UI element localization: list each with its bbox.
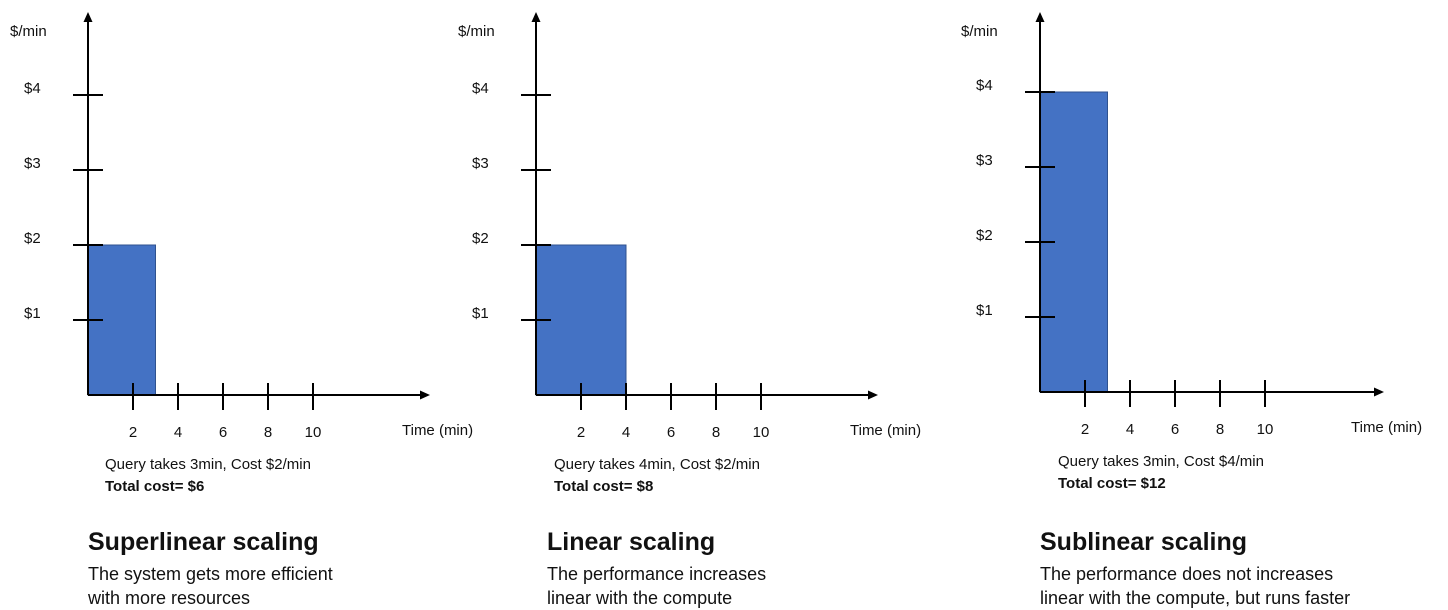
query-caption: Query takes 3min, Cost $4/min Total cost… (1058, 451, 1264, 495)
x-tick-label: 4 (622, 424, 630, 441)
x-tick-label: 8 (712, 424, 720, 441)
y-tick-label: $3 (24, 155, 41, 172)
query-caption: Query takes 3min, Cost $2/min Total cost… (105, 454, 311, 498)
y-axis-unit: $/min (10, 23, 47, 40)
y-tick-label: $4 (472, 80, 489, 97)
x-axis-arrowhead (420, 390, 430, 400)
y-tick-label: $2 (472, 230, 489, 247)
x-tick-label: 8 (264, 424, 272, 441)
query-description: Query takes 3min, Cost $4/min (1058, 453, 1264, 470)
cost-time-plot: $/min $1 $2 $3 $4 2 4 6 8 10 Time (min) (10, 12, 473, 441)
query-caption: Query takes 4min, Cost $2/min Total cost… (554, 454, 760, 498)
scaling-description: The performance does not increases linea… (1040, 562, 1350, 610)
y-axis-unit: $/min (961, 23, 998, 40)
description-line: linear with the compute (547, 588, 733, 608)
x-axis-arrowhead (1374, 387, 1384, 397)
scaling-description: The system gets more efficient with more… (88, 562, 333, 610)
y-tick-label: $1 (976, 302, 993, 319)
total-cost: Total cost= $12 (1058, 475, 1166, 492)
description-line: with more resources (88, 588, 251, 608)
scaling-description: The performance increases linear with th… (547, 562, 766, 610)
query-description: Query takes 4min, Cost $2/min (554, 456, 760, 473)
scaling-title: Linear scaling (547, 528, 716, 556)
x-axis-label: Time (min) (850, 422, 921, 439)
x-tick-label: 2 (1081, 421, 1089, 438)
y-axis-arrowhead (531, 12, 541, 22)
x-tick-label: 6 (1171, 421, 1179, 438)
cost-time-plot: $/min $1 $2 $3 $4 2 4 6 8 10 Time (min) (961, 12, 1422, 438)
x-tick-label: 10 (753, 424, 770, 441)
panel-linear: $/min $1 $2 $3 $4 2 4 6 8 10 Time (min) Query take… (448, 0, 938, 610)
total-cost: Total cost= $8 (554, 478, 654, 495)
y-axis-arrowhead (83, 12, 93, 22)
x-axis-label: Time (min) (402, 422, 473, 439)
x-tick-label: 6 (667, 424, 675, 441)
y-tick-label: $3 (976, 152, 993, 169)
description-line: linear with the compute, but runs faster (1040, 588, 1351, 608)
cost-time-plot: $/min $1 $2 $3 $4 2 4 6 8 10 Time (min) (458, 12, 921, 441)
y-tick-label: $3 (472, 155, 489, 172)
y-tick-label: $1 (24, 305, 41, 322)
y-tick-label: $4 (976, 77, 993, 94)
y-tick-label: $2 (24, 230, 41, 247)
x-tick-label: 8 (1216, 421, 1224, 438)
y-axis-arrowhead (1035, 12, 1045, 22)
scaling-title: Superlinear scaling (88, 528, 319, 556)
x-tick-label: 2 (577, 424, 585, 441)
x-tick-label: 4 (174, 424, 182, 441)
x-axis-label: Time (min) (1351, 419, 1422, 436)
description-line: The performance increases (547, 564, 767, 584)
y-tick-label: $1 (472, 305, 489, 322)
description-line: The performance does not increases (1040, 564, 1334, 584)
scaling-title: Sublinear scaling (1040, 528, 1248, 556)
y-axis-unit: $/min (458, 23, 495, 40)
x-tick-label: 4 (1126, 421, 1134, 438)
y-tick-label: $2 (976, 227, 993, 244)
query-description: Query takes 3min, Cost $2/min (105, 456, 311, 473)
panel-superlinear: $/min $1 $2 $3 $4 2 4 6 8 10 Time (min) Query take… (0, 0, 473, 610)
x-tick-label: 10 (1257, 421, 1274, 438)
panel-sublinear: $/min $1 $2 $3 $4 2 4 6 8 10 Time (min) Query take… (951, 0, 1446, 610)
total-cost: Total cost= $6 (105, 478, 205, 495)
description-line: The system gets more efficient (88, 564, 333, 584)
x-tick-label: 2 (129, 424, 137, 441)
x-axis-arrowhead (868, 390, 878, 400)
x-tick-label: 10 (305, 424, 322, 441)
x-tick-label: 6 (219, 424, 227, 441)
y-tick-label: $4 (24, 80, 41, 97)
